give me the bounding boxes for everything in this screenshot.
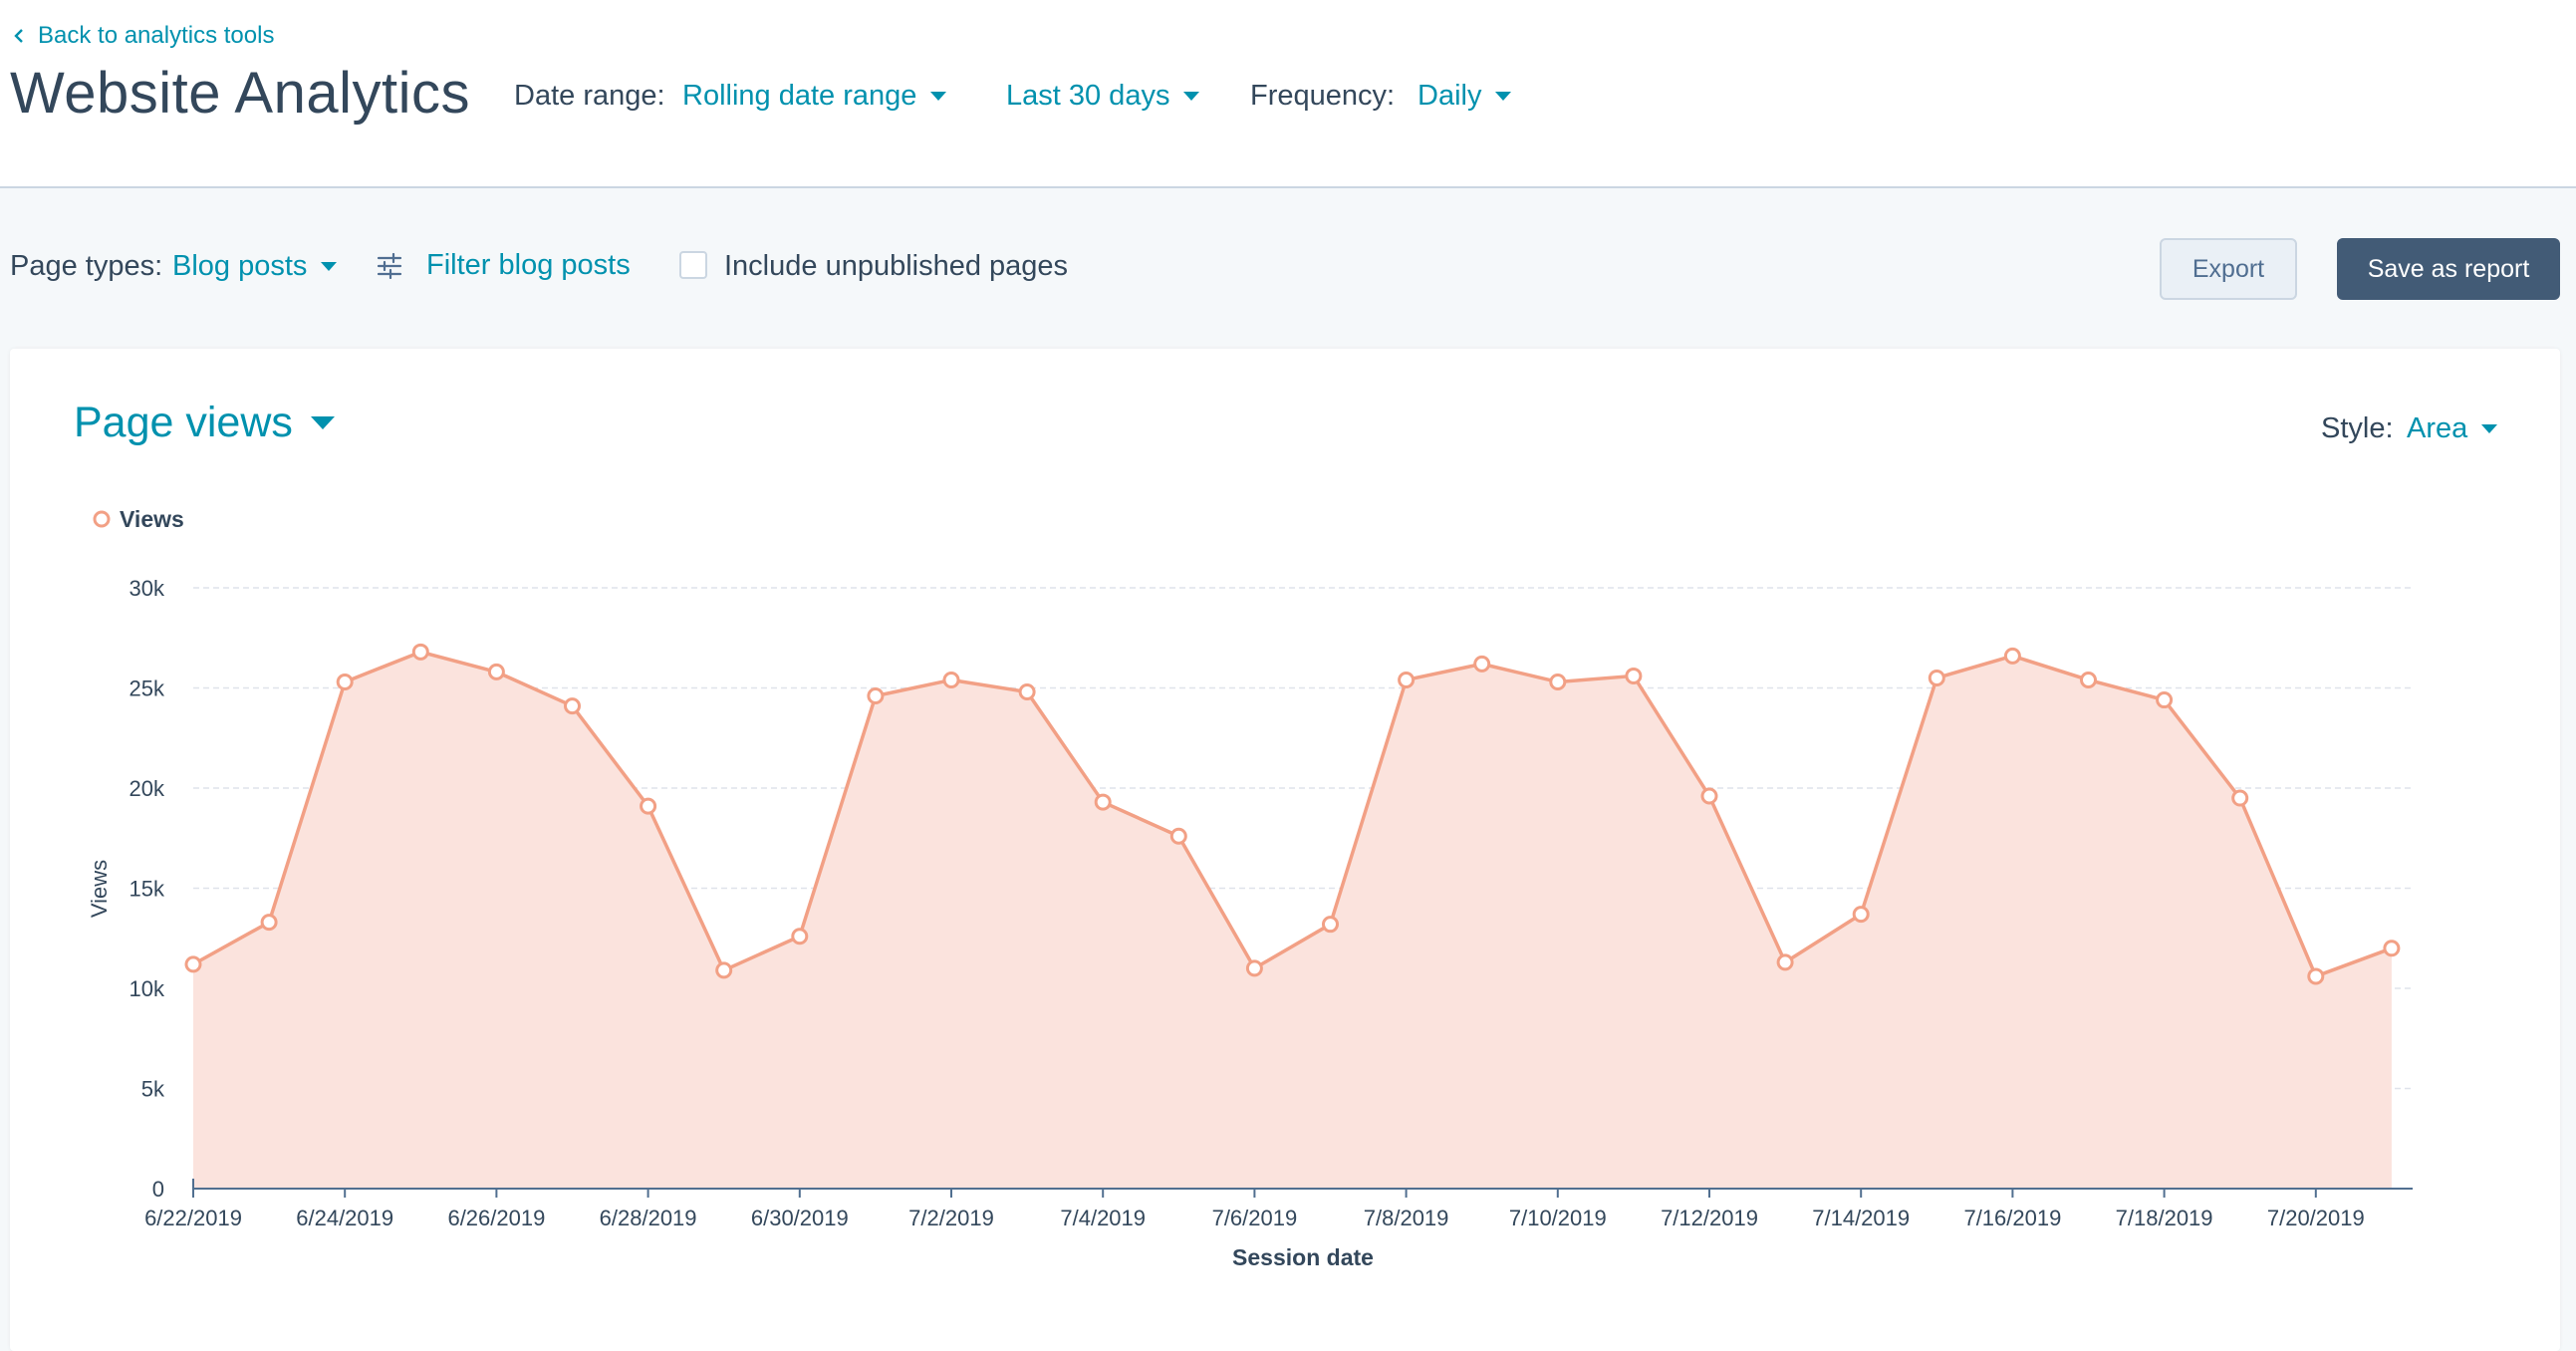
legend-label: Views <box>120 506 184 532</box>
filter-blog-posts-label: Filter blog posts <box>426 249 631 281</box>
caret-down-icon <box>1495 92 1512 101</box>
caret-down-icon <box>1183 92 1200 101</box>
y-axis-title: Views <box>87 860 112 918</box>
chevron-left-icon <box>14 29 23 43</box>
x-tick-label: 7/20/2019 <box>2267 1206 2365 1230</box>
data-point <box>1928 669 1945 686</box>
data-point <box>1700 787 1718 805</box>
legend-marker <box>93 510 111 528</box>
data-point <box>487 663 505 680</box>
data-point <box>2003 647 2021 665</box>
page-types-dropdown[interactable]: Blog posts <box>172 250 338 283</box>
caret-down-icon <box>2481 424 2498 433</box>
x-tick-label: 7/18/2019 <box>2116 1206 2213 1230</box>
views-line <box>192 650 2393 978</box>
x-tick-label: 7/14/2019 <box>1812 1206 1910 1230</box>
save-as-report-button[interactable]: Save as report <box>2337 238 2560 300</box>
date-range-value: Rolling date range <box>682 80 917 112</box>
data-point <box>1549 673 1567 690</box>
y-tick-label: 20k <box>129 776 165 801</box>
data-point <box>1398 671 1416 688</box>
data-point <box>184 955 202 973</box>
data-point <box>1776 953 1794 971</box>
data-point <box>1852 906 1870 924</box>
caret-down-icon <box>321 262 338 271</box>
x-tick-label: 7/2/2019 <box>908 1206 994 1230</box>
sliders-icon <box>377 252 402 279</box>
data-point <box>1625 667 1643 684</box>
x-tick-label: 6/26/2019 <box>447 1206 545 1230</box>
back-link-label: Back to analytics tools <box>38 22 275 49</box>
include-unpublished-checkbox[interactable] <box>679 251 707 279</box>
include-unpublished-label: Include unpublished pages <box>724 250 1069 282</box>
y-tick-label: 30k <box>129 576 165 601</box>
data-point <box>1245 959 1263 977</box>
y-tick-label: 15k <box>129 877 165 902</box>
period-value: Last 30 days <box>1006 80 1170 112</box>
data-point <box>260 914 278 932</box>
data-point <box>2080 671 2097 688</box>
x-tick-label: 7/6/2019 <box>1212 1206 1298 1230</box>
y-tick-label: 25k <box>129 676 165 701</box>
data-point <box>2383 940 2401 957</box>
caret-down-icon <box>310 416 335 429</box>
back-to-analytics-link[interactable]: Back to analytics tools <box>12 20 274 52</box>
frequency-label: Frequency: <box>1250 80 1396 112</box>
style-label: Style: <box>2321 412 2394 444</box>
data-point <box>867 687 885 705</box>
data-point <box>1322 916 1339 934</box>
date-range-label: Date range: <box>514 80 665 112</box>
frequency-value: Daily <box>1417 80 1482 112</box>
x-tick-label: 7/12/2019 <box>1661 1206 1758 1230</box>
style-dropdown[interactable]: Area <box>2407 412 2498 445</box>
data-point <box>715 961 733 979</box>
period-dropdown[interactable]: Last 30 days <box>1006 80 1200 113</box>
data-point <box>336 673 354 690</box>
page-types-value: Blog posts <box>172 250 308 282</box>
date-range-dropdown[interactable]: Rolling date range <box>682 80 947 113</box>
x-tick-label: 6/28/2019 <box>600 1206 697 1230</box>
export-button[interactable]: Export <box>2160 238 2297 300</box>
x-tick-label: 6/30/2019 <box>751 1206 849 1230</box>
metric-dropdown[interactable]: Page views <box>74 399 335 447</box>
page-types-label: Page types: <box>10 250 163 282</box>
y-tick-label: 0 <box>152 1177 164 1202</box>
data-point <box>564 697 581 715</box>
caret-down-icon <box>930 92 947 101</box>
y-tick-label: 10k <box>129 976 165 1001</box>
data-point <box>1473 655 1491 673</box>
data-point <box>1018 683 1036 701</box>
data-point <box>1169 827 1187 845</box>
filter-blog-posts-link[interactable]: Filter blog posts <box>377 249 631 282</box>
data-point <box>411 643 429 661</box>
x-axis-title: Session date <box>1232 1244 1374 1270</box>
data-point <box>2156 691 2174 709</box>
views-area <box>193 652 2392 1189</box>
data-point <box>2231 789 2249 807</box>
x-tick-label: 7/16/2019 <box>1963 1206 2061 1230</box>
page-title: Website Analytics <box>10 61 470 126</box>
y-tick-label: 5k <box>141 1077 165 1102</box>
style-value: Area <box>2407 412 2468 444</box>
data-point <box>640 797 657 815</box>
data-point <box>942 671 960 688</box>
x-tick-label: 6/22/2019 <box>144 1206 242 1230</box>
x-tick-label: 6/24/2019 <box>296 1206 393 1230</box>
x-tick-label: 7/4/2019 <box>1060 1206 1146 1230</box>
frequency-dropdown[interactable]: Daily <box>1417 80 1512 113</box>
x-tick-label: 7/10/2019 <box>1509 1206 1607 1230</box>
data-point <box>791 928 809 946</box>
x-tick-label: 7/8/2019 <box>1364 1206 1449 1230</box>
data-point <box>2307 967 2325 985</box>
metric-title: Page views <box>74 399 293 446</box>
page-header <box>0 0 2576 188</box>
data-point <box>1094 793 1112 811</box>
